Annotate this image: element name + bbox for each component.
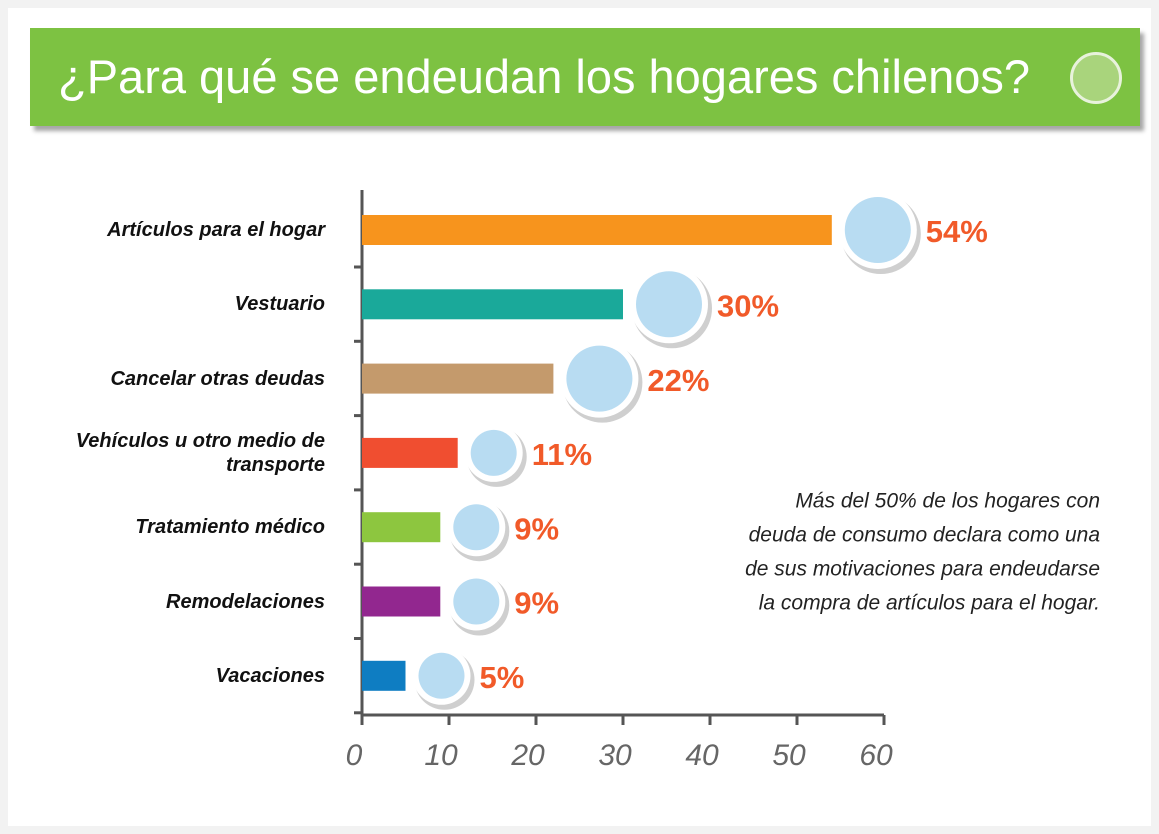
- value-label: 30%: [717, 288, 779, 323]
- x-tick-label: 0: [346, 739, 363, 772]
- category-label: Remodelaciones: [20, 572, 325, 632]
- x-tick-label: 60: [859, 739, 893, 772]
- x-tick-label: 20: [510, 739, 545, 772]
- annotation: deuda de consumo declara como una: [749, 524, 1100, 547]
- category-label: Vacaciones: [20, 646, 325, 706]
- x-tick-label: 50: [772, 739, 806, 772]
- page: ¿Para qué se endeudan los hogares chilen…: [0, 0, 1159, 834]
- bar: [362, 364, 553, 394]
- icon-inner: [845, 197, 911, 263]
- category-label: Cancelar otras deudas: [20, 349, 325, 409]
- value-label: 5%: [480, 660, 525, 695]
- annotation: Más del 50% de los hogares con: [795, 490, 1100, 513]
- x-tick-label: 10: [424, 739, 458, 772]
- chart: 0 10 20 30 40 50 60 54% 30% 22% 11% 9% 9% 5% Más del 5…: [0, 0, 1159, 834]
- bar: [362, 512, 440, 542]
- category-label: Vestuario: [20, 274, 325, 334]
- icon-inner: [636, 271, 702, 337]
- icon-inner: [453, 579, 499, 625]
- icon-inner: [471, 430, 517, 476]
- icon-inner: [453, 504, 499, 550]
- bar: [362, 289, 623, 319]
- bar: [362, 215, 832, 245]
- icon-inner: [566, 346, 632, 412]
- category-label: Vehículos u otro medio de transporte: [20, 423, 325, 483]
- category-label: Artículos para el hogar: [20, 200, 325, 260]
- annotation: de sus motivaciones para endeudarse: [745, 558, 1100, 581]
- bar: [362, 438, 458, 468]
- category-label: Tratamiento médico: [20, 497, 325, 557]
- x-tick-label: 40: [685, 739, 719, 772]
- value-label: 54%: [926, 214, 988, 249]
- x-tick-label: 30: [598, 739, 632, 772]
- icon-inner: [419, 653, 465, 699]
- value-label: 9%: [514, 511, 559, 546]
- value-label: 9%: [514, 586, 559, 621]
- bar: [362, 661, 406, 691]
- bar: [362, 587, 440, 617]
- value-label: 11%: [532, 437, 592, 472]
- value-label: 22%: [647, 363, 709, 398]
- annotation: la compra de artículos para el hogar.: [759, 592, 1100, 615]
